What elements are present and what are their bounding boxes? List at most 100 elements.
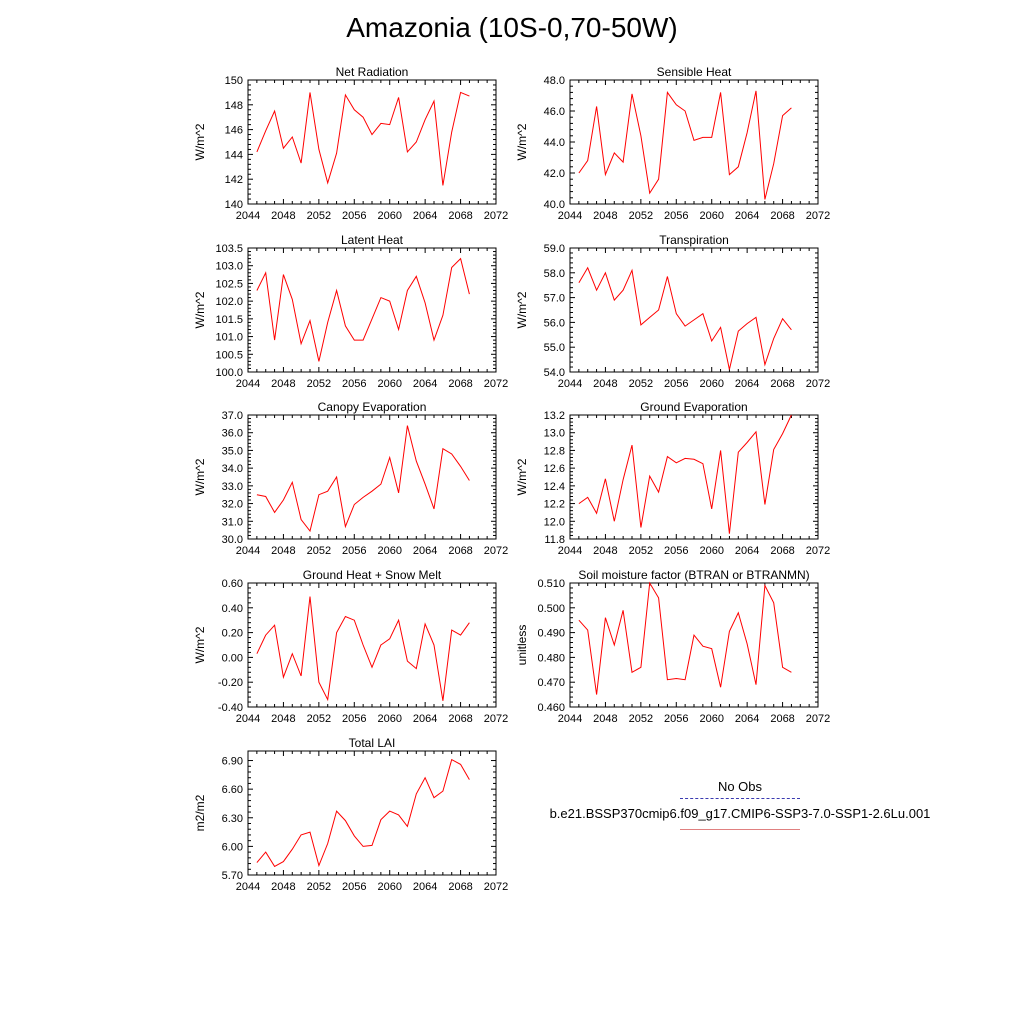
x-tick-label: 2056 [664,210,688,222]
y-axis-label: W/m^2 [515,458,529,495]
x-tick-label: 2048 [271,881,295,893]
x-tick-label: 2068 [448,378,472,390]
y-axis-label: unitless [515,625,529,666]
y-tick-label: 100.5 [215,349,243,361]
series-line [578,581,792,695]
x-tick-label: 2056 [342,378,366,390]
x-tick-label: 2064 [735,713,759,725]
y-tick-label: 13.2 [544,410,565,422]
x-tick-label: 2056 [342,881,366,893]
x-tick-label: 2060 [377,378,401,390]
y-tick-label: 5.70 [222,870,243,882]
legend-model-line [680,829,800,830]
x-tick-label: 2048 [593,713,617,725]
x-tick-label: 2060 [699,713,723,725]
x-tick-label: 2068 [770,545,794,557]
panel: Total LAI m2/m2 2044 2048 2052 2056 2060 2064 20… [193,736,508,893]
y-axis-label: m2/m2 [193,794,207,831]
y-tick-label: 144 [225,149,243,161]
x-tick-label: 2064 [413,881,437,893]
x-tick-label: 2072 [484,378,508,390]
x-tick-label: 2068 [770,378,794,390]
y-tick-label: 36.0 [222,428,243,440]
x-tick-label: 2052 [629,545,653,557]
y-tick-label: 40.0 [544,199,565,211]
x-tick-label: 2072 [806,545,830,557]
plot-frame [247,247,497,373]
y-tick-label: 0.40 [222,603,243,615]
y-axis-label: W/m^2 [515,291,529,328]
x-tick-label: 2068 [770,210,794,222]
panel-title: Transpiration [659,233,729,247]
y-tick-label: 6.90 [222,756,243,768]
y-tick-label: 101.0 [215,332,243,344]
series-line [256,257,470,362]
x-tick-label: 2064 [413,378,437,390]
y-tick-label: 33.0 [222,481,243,493]
y-tick-label: 148 [225,100,243,112]
x-tick-label: 2048 [271,210,295,222]
y-tick-label: 12.2 [544,499,565,511]
y-tick-label: -0.20 [218,677,243,689]
y-tick-label: 102.5 [215,278,243,290]
y-tick-label: 103.0 [215,261,243,273]
y-tick-label: 12.6 [544,463,565,475]
y-tick-label: 0.20 [222,628,243,640]
y-tick-label: 54.0 [544,367,565,379]
x-tick-label: 2068 [770,713,794,725]
y-tick-label: 11.8 [544,534,565,546]
x-tick-label: 2072 [484,881,508,893]
plot-frame [247,750,497,876]
y-tick-label: 146 [225,125,243,137]
y-tick-label: 57.0 [544,293,565,305]
x-tick-label: 2072 [484,210,508,222]
panel-title: Ground Evaporation [640,400,747,414]
y-tick-label: 142 [225,174,243,186]
series-line [256,425,470,533]
legend-obs-label: No Obs [717,779,763,794]
x-tick-label: 2060 [699,378,723,390]
x-tick-label: 2048 [271,713,295,725]
x-tick-label: 2072 [806,210,830,222]
y-tick-label: 32.0 [222,499,243,511]
y-tick-label: 6.60 [222,784,243,796]
panel-title: Total LAI [349,736,396,750]
x-tick-label: 2068 [448,713,472,725]
x-tick-label: 2056 [342,713,366,725]
series-line [578,266,792,370]
x-tick-label: 2052 [307,378,331,390]
y-tick-label: 0.490 [537,628,565,640]
x-tick-label: 2048 [593,210,617,222]
y-tick-label: 0.470 [537,677,565,689]
plot-frame [569,414,819,540]
y-tick-label: 44.0 [544,137,565,149]
y-tick-label: 0.60 [222,578,243,590]
panel-title: Canopy Evaporation [318,400,427,414]
x-tick-label: 2052 [629,378,653,390]
series-line [256,758,470,868]
y-tick-label: 48.0 [544,75,565,87]
y-axis-label: W/m^2 [193,291,207,328]
y-tick-label: 59.0 [544,243,565,255]
panel-title: Sensible Heat [657,65,732,79]
x-tick-label: 2072 [806,713,830,725]
y-tick-label: 101.5 [215,314,243,326]
x-tick-label: 2044 [558,210,582,222]
legend-model-label: b.e21.BSSP370cmip6.f09_g17.CMIP6-SSP3-7.… [549,806,931,821]
x-tick-label: 2044 [558,378,582,390]
y-tick-label: 0.00 [222,652,243,664]
x-tick-label: 2068 [448,881,472,893]
y-tick-label: 34.0 [222,463,243,475]
y-tick-label: 140 [225,199,243,211]
y-tick-label: 37.0 [222,410,243,422]
panel: Ground Evaporation W/m^2 2044 2048 2052 2056 2… [515,400,830,557]
panel: Sensible Heat W/m^2 2044 2048 2052 2056 2060 20… [515,65,830,222]
panel: Soil moisture factor (BTRAN or BTRANMN) u… [515,568,830,725]
x-tick-label: 2056 [664,378,688,390]
y-tick-label: 6.30 [222,813,243,825]
x-tick-label: 2060 [377,545,401,557]
plot-frame [569,582,819,708]
x-tick-label: 2060 [377,210,401,222]
y-axis-label: W/m^2 [193,123,207,160]
